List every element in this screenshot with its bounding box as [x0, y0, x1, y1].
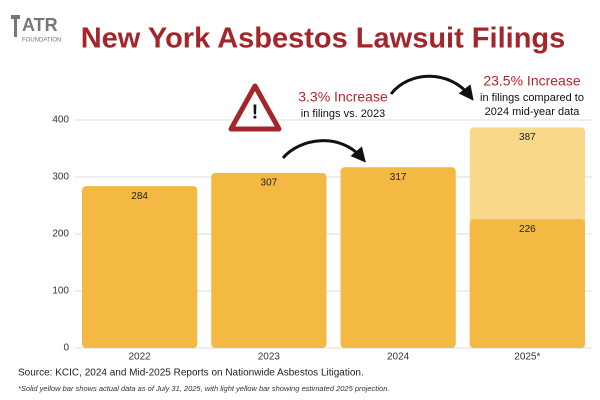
- x-tick-label: 2022: [129, 352, 152, 363]
- logo-mark: [14, 19, 17, 37]
- warning-mark: !: [252, 101, 259, 123]
- y-tick-label: 100: [52, 286, 69, 297]
- arrow: [281, 139, 366, 163]
- y-tick-label: 400: [52, 115, 69, 126]
- x-tick-label: 2023: [258, 352, 281, 363]
- y-tick-label: 300: [52, 172, 69, 183]
- bar: [340, 167, 456, 348]
- annotation: 23.5% Increase: [483, 73, 580, 89]
- value-label: 317: [390, 172, 407, 183]
- x-tick-label: 2025*: [514, 352, 540, 363]
- bar: [469, 219, 585, 348]
- value-label: 284: [131, 191, 148, 202]
- logo-mark: [11, 15, 20, 19]
- arrow: [389, 74, 474, 101]
- value-label: 387: [519, 132, 536, 143]
- logo-text: ATR: [22, 15, 58, 35]
- annotation: 3.3% Increase: [298, 89, 388, 105]
- source: Source: KCIC, 2024 and Mid-2025 Reports …: [18, 368, 364, 379]
- logo-sub: FOUNDATION: [22, 38, 61, 44]
- bar: [211, 173, 327, 348]
- y-tick-label: 0: [63, 343, 69, 354]
- logo: ATR FOUNDATION: [11, 15, 61, 44]
- note: *Solid yellow bar shows actual data as o…: [18, 384, 389, 393]
- chart-title: New York Asbestos Lawsuit Filings: [81, 23, 566, 55]
- value-label: 307: [261, 178, 278, 189]
- warning-icon: !: [228, 83, 282, 132]
- y-tick-label: 200: [52, 229, 69, 240]
- annotation: 2024 mid-year data: [485, 106, 581, 118]
- annotation: in filings vs. 2023: [301, 108, 385, 120]
- bar: [82, 186, 198, 348]
- annotation: in filings compared to: [480, 92, 584, 104]
- x-tick-label: 2024: [387, 352, 410, 363]
- warning-triangle: [228, 83, 282, 132]
- plot: 0 100 200 300 400 2022 2023 2024 2025* 387 284 307 3…: [52, 115, 592, 363]
- value-label: 226: [519, 224, 536, 235]
